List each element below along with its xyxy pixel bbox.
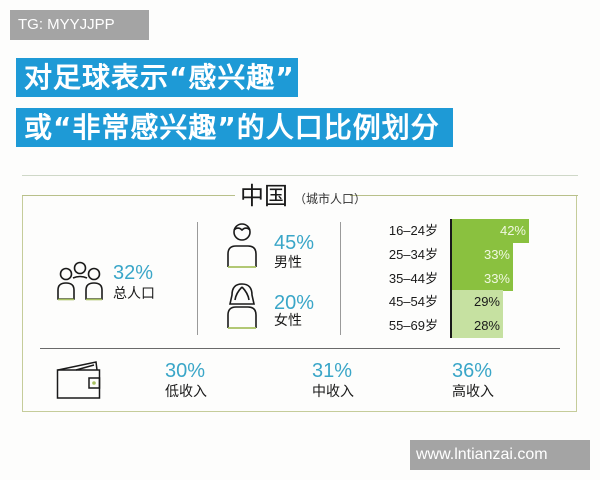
title-line-1: 对足球表示“感兴趣”: [16, 58, 298, 97]
income-low-label: 低收入: [165, 384, 207, 400]
age-label: 25–34岁: [388, 247, 438, 262]
wallet-icon: [56, 360, 102, 400]
column-divider-1: [197, 222, 198, 335]
region-subtitle: （城市人口）: [294, 192, 367, 206]
box-top-border-right: [350, 195, 578, 196]
age-bar: 28%: [452, 314, 503, 338]
age-label: 35–44岁: [388, 271, 438, 286]
title-line-2: 或“非常感兴趣”的人口比例划分: [16, 108, 453, 147]
age-bar: 42%: [452, 219, 529, 243]
income-high-percent: 36%: [452, 360, 493, 382]
total-label: 总人口: [113, 286, 155, 302]
region-title: 中国: [240, 182, 288, 210]
age-bar: 29%: [452, 290, 503, 314]
income-high-label: 高收入: [452, 384, 494, 400]
income-low-percent: 30%: [165, 360, 206, 382]
age-bar: 33%: [452, 267, 513, 291]
female-percent: 20%: [274, 292, 315, 314]
column-divider-2: [340, 222, 341, 335]
male-label: 男性: [274, 255, 302, 271]
male-person-icon: [224, 222, 260, 268]
bar-axis: [450, 219, 452, 338]
watermark-bottom: www.lntianzai.com: [410, 440, 590, 470]
age-bar: 33%: [452, 243, 513, 267]
income-mid-label: 中收入: [312, 384, 354, 400]
box-top-border-left: [22, 195, 235, 196]
watermark-top: TG: MYYJJPP: [10, 10, 149, 40]
male-percent: 45%: [274, 232, 315, 254]
age-label: 45–54岁: [388, 294, 438, 309]
total-percent: 32%: [113, 262, 154, 284]
top-divider: [22, 175, 578, 176]
female-person-icon: [224, 283, 260, 329]
group-people-icon: [55, 261, 105, 303]
age-label: 16–24岁: [388, 223, 438, 238]
infographic-box: [22, 195, 577, 412]
income-mid-percent: 31%: [312, 360, 353, 382]
female-label: 女性: [274, 313, 302, 329]
age-label: 55–69岁: [388, 318, 438, 333]
income-divider: [40, 348, 560, 349]
